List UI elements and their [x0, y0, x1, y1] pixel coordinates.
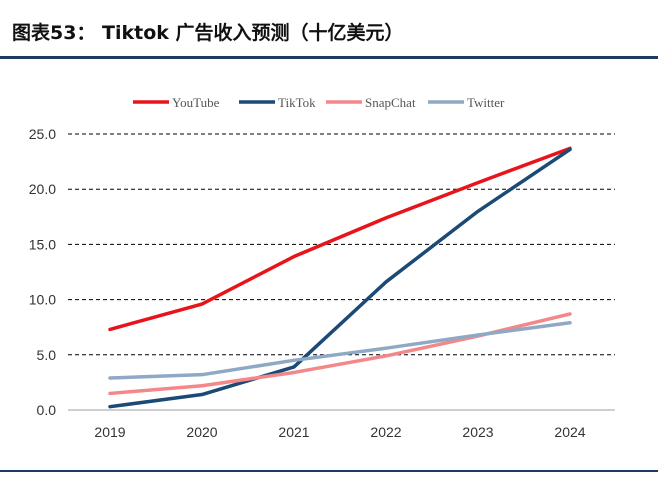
y-axis: 0.0 5.0 10.0 15.0 20.0 25.0: [29, 126, 56, 418]
top-divider: [0, 56, 658, 59]
bottom-divider: [0, 470, 658, 472]
legend-label-twitter: Twitter: [467, 95, 505, 110]
y-tick-label: 15.0: [29, 236, 56, 252]
legend: YouTube TikTok SnapChat Twitter: [133, 95, 505, 110]
x-tick-label: 2019: [94, 424, 125, 440]
series-line-twitter: [108, 321, 572, 380]
y-tick-label: 20.0: [29, 181, 56, 197]
x-axis: 2019 2020 2021 2022 2023 2024: [68, 409, 615, 440]
series-line-tiktok: [108, 147, 572, 409]
legend-label-tiktok: TikTok: [278, 95, 316, 110]
x-tick-label: 2022: [370, 424, 401, 440]
series-lines: [108, 146, 572, 409]
x-tick-label: 2020: [186, 424, 217, 440]
x-tick-label: 2024: [554, 424, 585, 440]
y-tick-label: 25.0: [29, 126, 56, 142]
series-line-youtube: [108, 146, 572, 332]
x-tick-label: 2021: [278, 424, 309, 440]
chart-title: 图表53： Tiktok 广告收入预测（十亿美元）: [12, 22, 404, 44]
legend-label-youtube: YouTube: [172, 95, 220, 110]
y-tick-label: 0.0: [37, 402, 57, 418]
legend-label-snapchat: SnapChat: [365, 95, 416, 110]
y-tick-label: 10.0: [29, 292, 56, 308]
y-tick-label: 5.0: [37, 347, 57, 363]
x-tick-label: 2023: [462, 424, 493, 440]
